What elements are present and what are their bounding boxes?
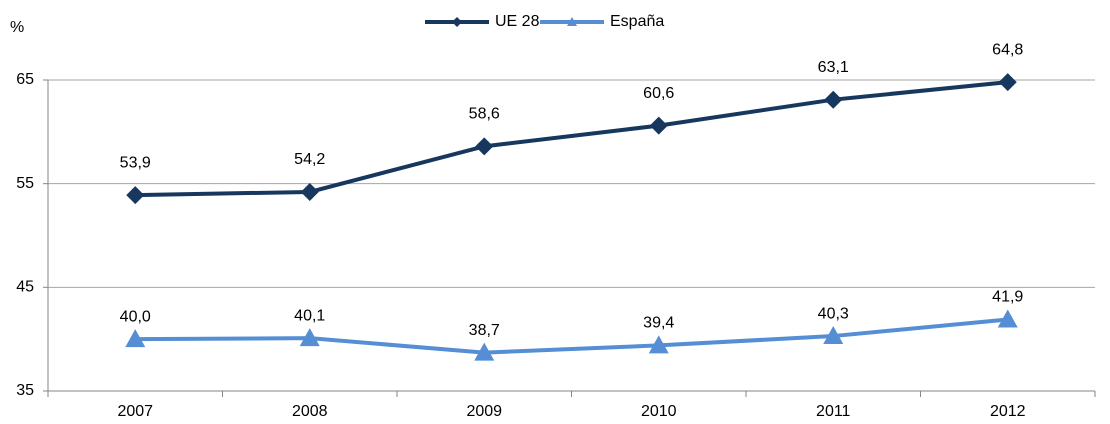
marker bbox=[824, 90, 843, 109]
series-line bbox=[135, 317, 1008, 355]
marker bbox=[648, 335, 669, 354]
marker bbox=[567, 17, 577, 26]
x-tick-label: 2010 bbox=[641, 403, 677, 420]
x-tick-label: 2011 bbox=[816, 403, 851, 420]
data-label: 40,1 bbox=[294, 307, 325, 324]
y-axis-label: % bbox=[10, 19, 24, 36]
data-label: 39,4 bbox=[643, 315, 674, 332]
marker bbox=[126, 186, 145, 205]
series-line bbox=[135, 80, 1008, 198]
y-tick-label: 65 bbox=[16, 71, 34, 88]
data-label: 41,9 bbox=[992, 289, 1023, 306]
marker bbox=[474, 342, 495, 361]
marker bbox=[997, 309, 1018, 328]
legend-label: España bbox=[610, 13, 664, 30]
data-label: 54,2 bbox=[294, 151, 325, 168]
data-label: 64,8 bbox=[992, 41, 1023, 58]
data-label: 63,1 bbox=[818, 59, 849, 76]
x-tick-label: 2012 bbox=[990, 403, 1026, 420]
data-label: 60,6 bbox=[643, 85, 674, 102]
marker bbox=[299, 328, 320, 347]
data-label: 38,7 bbox=[469, 322, 500, 339]
data-label: 40,3 bbox=[818, 305, 849, 322]
y-tick-label: 45 bbox=[16, 279, 34, 296]
legend-label: UE 28 bbox=[495, 13, 540, 30]
y-tick-label: 35 bbox=[16, 382, 34, 399]
data-label: 53,9 bbox=[120, 154, 151, 171]
marker bbox=[475, 137, 494, 156]
x-tick-label: 2008 bbox=[292, 403, 328, 420]
marker bbox=[125, 329, 146, 348]
data-label: 40,0 bbox=[120, 308, 151, 325]
y-tick-label: 55 bbox=[16, 175, 34, 192]
marker bbox=[300, 182, 319, 201]
marker bbox=[823, 326, 844, 345]
data-label: 58,6 bbox=[469, 106, 500, 123]
marker bbox=[649, 116, 668, 135]
x-tick-label: 2009 bbox=[466, 403, 502, 420]
marker bbox=[998, 73, 1017, 92]
marker bbox=[452, 17, 462, 27]
x-tick-label: 2007 bbox=[117, 403, 153, 420]
